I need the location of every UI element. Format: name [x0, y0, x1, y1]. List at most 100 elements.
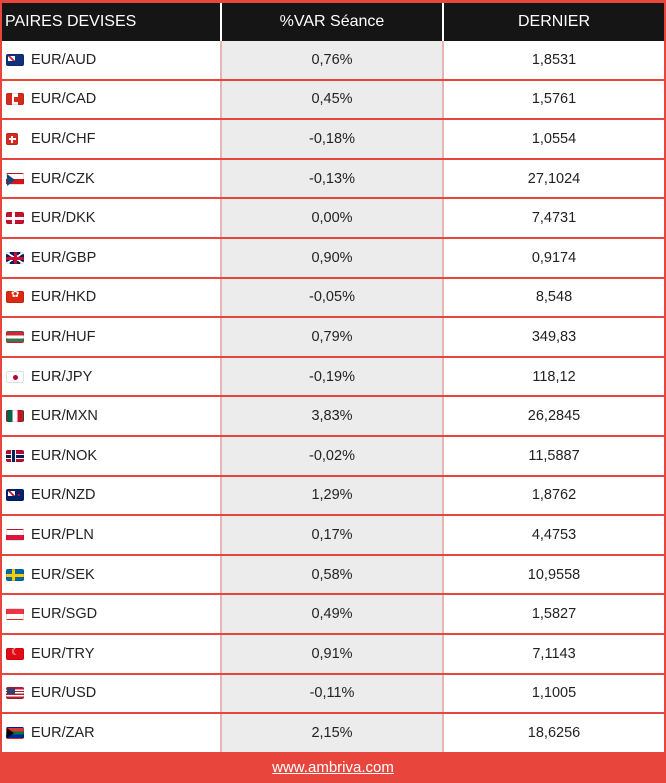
variation-cell: 0,91% [220, 633, 443, 675]
switzerland-flag-icon [6, 132, 18, 145]
pair-cell: EUR/MXN [2, 396, 221, 437]
pair-label: EUR/CHF [31, 130, 96, 147]
pair-label: EUR/GBP [31, 249, 97, 266]
denmark-flag-icon [6, 212, 24, 225]
variation-cell: 0,58% [220, 554, 443, 596]
variation-cell: 0,45% [220, 79, 443, 121]
table-row: EUR/HKD -0,05% 8,548 [2, 277, 664, 319]
variation-cell: 3,83% [220, 396, 443, 437]
table-row: EUR/DKK 0,00% 7,4731 [2, 198, 664, 239]
footer: www.ambriva.com [2, 754, 664, 781]
table-row: EUR/AUD 0,76% 1,8531 [2, 41, 664, 81]
column-header-pair: PAIRES DEVISES [2, 3, 221, 41]
variation-cell: -0,05% [220, 277, 443, 319]
pair-cell: EUR/NZD [2, 475, 221, 517]
pair-label: EUR/PLN [31, 526, 94, 543]
table-row: EUR/CZK -0,13% 27,1024 [2, 158, 664, 200]
header-row: PAIRES DEVISES %VAR Séance DERNIER [2, 3, 664, 41]
table-row: EUR/NOK -0,02% 11,5887 [2, 435, 664, 477]
pair-cell: EUR/SEK [2, 554, 221, 596]
pair-cell: EUR/AUD [2, 41, 221, 81]
pair-label: EUR/ZAR [31, 724, 95, 741]
last-price-cell: 7,1143 [442, 633, 664, 675]
variation-cell: 0,76% [220, 41, 443, 81]
table-row: EUR/JPY -0,19% 118,12 [2, 356, 664, 398]
table-row: EUR/PLN 0,17% 4,4753 [2, 515, 664, 556]
pair-cell: EUR/HUF [2, 317, 221, 358]
new-zealand-flag-icon [6, 489, 24, 502]
singapore-flag-icon [6, 608, 24, 621]
last-price-cell: 7,4731 [442, 198, 664, 239]
pair-cell: EUR/JPY [2, 356, 221, 398]
mexico-flag-icon [6, 410, 24, 423]
variation-cell: 0,00% [220, 198, 443, 239]
last-price-cell: 26,2845 [442, 396, 664, 437]
last-price-cell: 1,8762 [442, 475, 664, 517]
table-row: EUR/SEK 0,58% 10,9558 [2, 554, 664, 596]
variation-cell: 0,17% [220, 515, 443, 556]
pair-cell: EUR/PLN [2, 515, 221, 556]
pair-label: EUR/JPY [31, 368, 93, 385]
column-header-last: DERNIER [442, 3, 664, 41]
canada-flag-icon [6, 93, 24, 106]
pair-cell: EUR/ZAR [2, 713, 221, 754]
table-row: EUR/NZD 1,29% 1,8762 [2, 475, 664, 517]
hungary-flag-icon [6, 330, 24, 343]
table-row: EUR/SGD 0,49% 1,5827 [2, 594, 664, 635]
column-header-pair-label: PAIRES DEVISES [5, 13, 137, 30]
pair-cell: EUR/NOK [2, 435, 221, 477]
pair-label: EUR/NOK [31, 447, 98, 464]
table-row: EUR/USD -0,11% 1,1005 [2, 673, 664, 715]
japan-flag-icon [6, 370, 24, 383]
last-price-cell: 0,9174 [442, 237, 664, 279]
table-header: PAIRES DEVISES %VAR Séance DERNIER [2, 3, 664, 41]
pair-label: EUR/CZK [31, 170, 95, 187]
pair-cell: EUR/CAD [2, 79, 221, 121]
last-price-cell: 10,9558 [442, 554, 664, 596]
pair-label: EUR/SGD [31, 606, 98, 623]
last-price-cell: 27,1024 [442, 158, 664, 200]
website-link[interactable]: www.ambriva.com [272, 758, 394, 776]
pair-label: EUR/AUD [31, 51, 97, 68]
pair-cell: EUR/USD [2, 673, 221, 715]
table-row: EUR/GBP 0,90% 0,9174 [2, 237, 664, 279]
pair-cell: EUR/DKK [2, 198, 221, 239]
south-africa-flag-icon [6, 726, 24, 739]
last-price-cell: 18,6256 [442, 713, 664, 754]
last-price-cell: 1,8531 [442, 41, 664, 81]
table-row: EUR/ZAR 2,15% 18,6256 [2, 713, 664, 754]
variation-cell: 1,29% [220, 475, 443, 517]
last-price-cell: 1,5827 [442, 594, 664, 635]
pair-label: EUR/USD [31, 685, 97, 702]
pair-cell: EUR/CZK [2, 158, 221, 200]
czech-flag-icon [6, 172, 24, 186]
last-price-cell: 118,12 [442, 356, 664, 398]
last-price-cell: 1,0554 [442, 119, 664, 160]
pair-cell: EUR/SGD [2, 594, 221, 635]
sweden-flag-icon [6, 568, 24, 581]
table-row: EUR/MXN 3,83% 26,2845 [2, 396, 664, 437]
table-row: EUR/TRY 0,91% 7,1143 [2, 633, 664, 675]
uk-flag-icon [6, 251, 24, 264]
last-price-cell: 1,5761 [442, 79, 664, 121]
last-price-cell: 1,1005 [442, 673, 664, 715]
column-header-variation: %VAR Séance [220, 3, 443, 41]
column-header-variation-label: %VAR Séance [279, 13, 385, 30]
pair-label: EUR/MXN [31, 408, 98, 425]
table-row: EUR/CAD 0,45% 1,5761 [2, 79, 664, 121]
norway-flag-icon [6, 449, 24, 462]
variation-cell: -0,18% [220, 119, 443, 160]
pair-label: EUR/CAD [31, 91, 97, 108]
australia-flag-icon [6, 53, 24, 66]
last-price-cell: 11,5887 [442, 435, 664, 477]
variation-cell: -0,13% [220, 158, 443, 200]
pair-cell: EUR/HKD [2, 277, 221, 319]
currency-pairs-table: PAIRES DEVISES %VAR Séance DERNIER EUR/A… [2, 3, 664, 754]
variation-cell: 0,49% [220, 594, 443, 635]
variation-cell: -0,02% [220, 435, 443, 477]
variation-cell: -0,11% [220, 673, 443, 715]
pair-label: EUR/DKK [31, 210, 96, 227]
pair-label: EUR/HUF [31, 328, 96, 345]
variation-cell: 0,90% [220, 237, 443, 279]
